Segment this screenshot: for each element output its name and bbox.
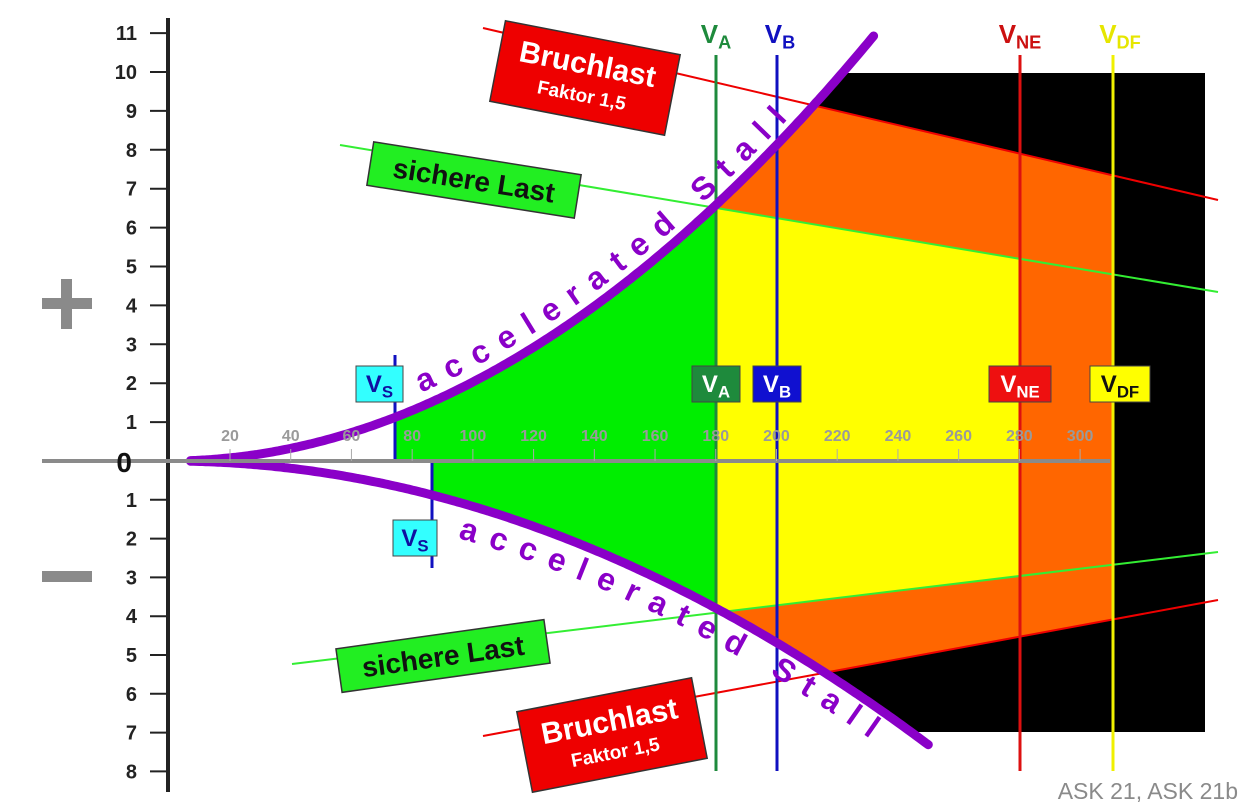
speed-label: VA xyxy=(702,371,730,401)
speed-label: VB xyxy=(765,19,795,53)
speed-symbol: V xyxy=(401,525,417,552)
speed-subscript: A xyxy=(718,33,731,53)
speed-subscript: DF xyxy=(1117,382,1139,401)
plus-sign xyxy=(61,279,72,329)
limit-label: sichere Last xyxy=(365,140,583,220)
speed-symbol: V xyxy=(702,371,718,398)
stall-curve xyxy=(186,31,879,466)
speed-tick-label: 200 xyxy=(763,428,790,445)
speed-subscript: DF xyxy=(1117,33,1141,53)
speed-tick-label: 160 xyxy=(642,428,669,445)
speed-symbol: V xyxy=(999,19,1017,49)
speed-label: VDF xyxy=(1101,371,1139,401)
speed-label: VS xyxy=(401,525,428,555)
load-tick-label: 3 xyxy=(126,334,137,356)
speed-subscript: B xyxy=(782,33,795,53)
speed-box xyxy=(752,365,802,403)
zero-label: 0 xyxy=(116,447,132,478)
limit-label: sichere Last xyxy=(335,618,551,694)
speed-tick-label: 100 xyxy=(460,428,487,445)
speed-tick-label: 180 xyxy=(702,428,729,445)
load-tick-label: 7 xyxy=(126,179,137,201)
load-tick-label: 6 xyxy=(126,218,137,240)
speed-tick-label: 40 xyxy=(282,428,300,445)
minus-sign xyxy=(42,571,92,582)
load-tick-label: 11 xyxy=(116,23,137,45)
load-tick-label: 1 xyxy=(126,490,137,512)
speed-tick-label: 140 xyxy=(581,428,608,445)
load-tick-label: 7 xyxy=(126,723,137,745)
load-tick-label: 3 xyxy=(126,567,137,589)
load-tick-label: 5 xyxy=(126,257,137,279)
speed-subscript: NE xyxy=(1016,382,1039,401)
load-tick-label: 4 xyxy=(126,295,138,317)
speed-label: VNE xyxy=(1000,371,1039,401)
speed-tick-label: 260 xyxy=(945,428,972,445)
speed-symbol: V xyxy=(701,19,719,49)
limit-label-box xyxy=(335,618,551,694)
speed-subscript: A xyxy=(718,382,730,401)
load-tick-label: 8 xyxy=(126,761,137,783)
speed-tick-label: 280 xyxy=(1006,428,1033,445)
aircraft-label: ASK 21, ASK 21b xyxy=(1058,778,1238,804)
speed-label: VNE xyxy=(999,19,1042,53)
speed-subscript: S xyxy=(382,382,393,401)
speed-symbol: V xyxy=(1101,371,1117,398)
load-tick-label: 9 xyxy=(126,101,137,123)
speed-subscript: B xyxy=(779,382,791,401)
speed-box xyxy=(691,365,741,403)
speed-label: VDF xyxy=(1099,19,1141,53)
load-tick-label: 5 xyxy=(126,645,137,667)
speed-box xyxy=(988,365,1052,403)
speed-symbol: V xyxy=(366,371,382,398)
speed-tick-label: 60 xyxy=(343,428,361,445)
speed-label: VA xyxy=(701,19,731,53)
load-tick-label: 8 xyxy=(126,140,137,162)
speed-symbol: V xyxy=(765,19,783,49)
speed-tick-label: 80 xyxy=(403,428,421,445)
load-tick-label: 6 xyxy=(126,684,137,706)
limit-label-box xyxy=(365,140,583,220)
stall-curve xyxy=(186,456,933,750)
ultimate-label-box xyxy=(488,19,682,137)
speed-box xyxy=(392,519,438,557)
speed-symbol: V xyxy=(1000,371,1016,398)
speed-box xyxy=(355,365,404,403)
ultimate-label-box xyxy=(515,676,709,794)
speed-tick-label: 120 xyxy=(520,428,547,445)
speed-label: VS xyxy=(366,371,393,401)
speed-subscript: S xyxy=(417,536,428,555)
speed-tick-label: 20 xyxy=(221,428,239,445)
envelope-fills xyxy=(395,0,1205,807)
load-tick-label: 1 xyxy=(126,412,137,434)
limit-zone xyxy=(716,208,1019,613)
load-tick-label: 2 xyxy=(126,529,137,551)
speed-subscript: NE xyxy=(1016,33,1041,53)
load-tick-label: 4 xyxy=(126,606,138,628)
speed-tick-label: 240 xyxy=(885,428,912,445)
speed-label: VB xyxy=(763,371,791,401)
speed-symbol: V xyxy=(763,371,779,398)
load-tick-label: 2 xyxy=(126,373,137,395)
speed-tick-label: 300 xyxy=(1067,428,1094,445)
load-tick-label: 10 xyxy=(115,62,137,84)
speed-tick-label: 220 xyxy=(824,428,851,445)
speed-symbol: V xyxy=(1099,19,1117,49)
speed-box xyxy=(1089,365,1151,403)
